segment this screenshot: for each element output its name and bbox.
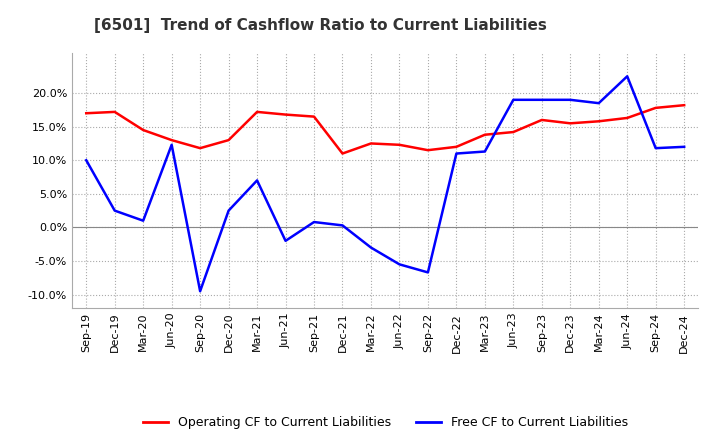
Legend: Operating CF to Current Liabilities, Free CF to Current Liabilities: Operating CF to Current Liabilities, Fre…	[138, 411, 633, 434]
Text: [6501]  Trend of Cashflow Ratio to Current Liabilities: [6501] Trend of Cashflow Ratio to Curren…	[94, 18, 546, 33]
